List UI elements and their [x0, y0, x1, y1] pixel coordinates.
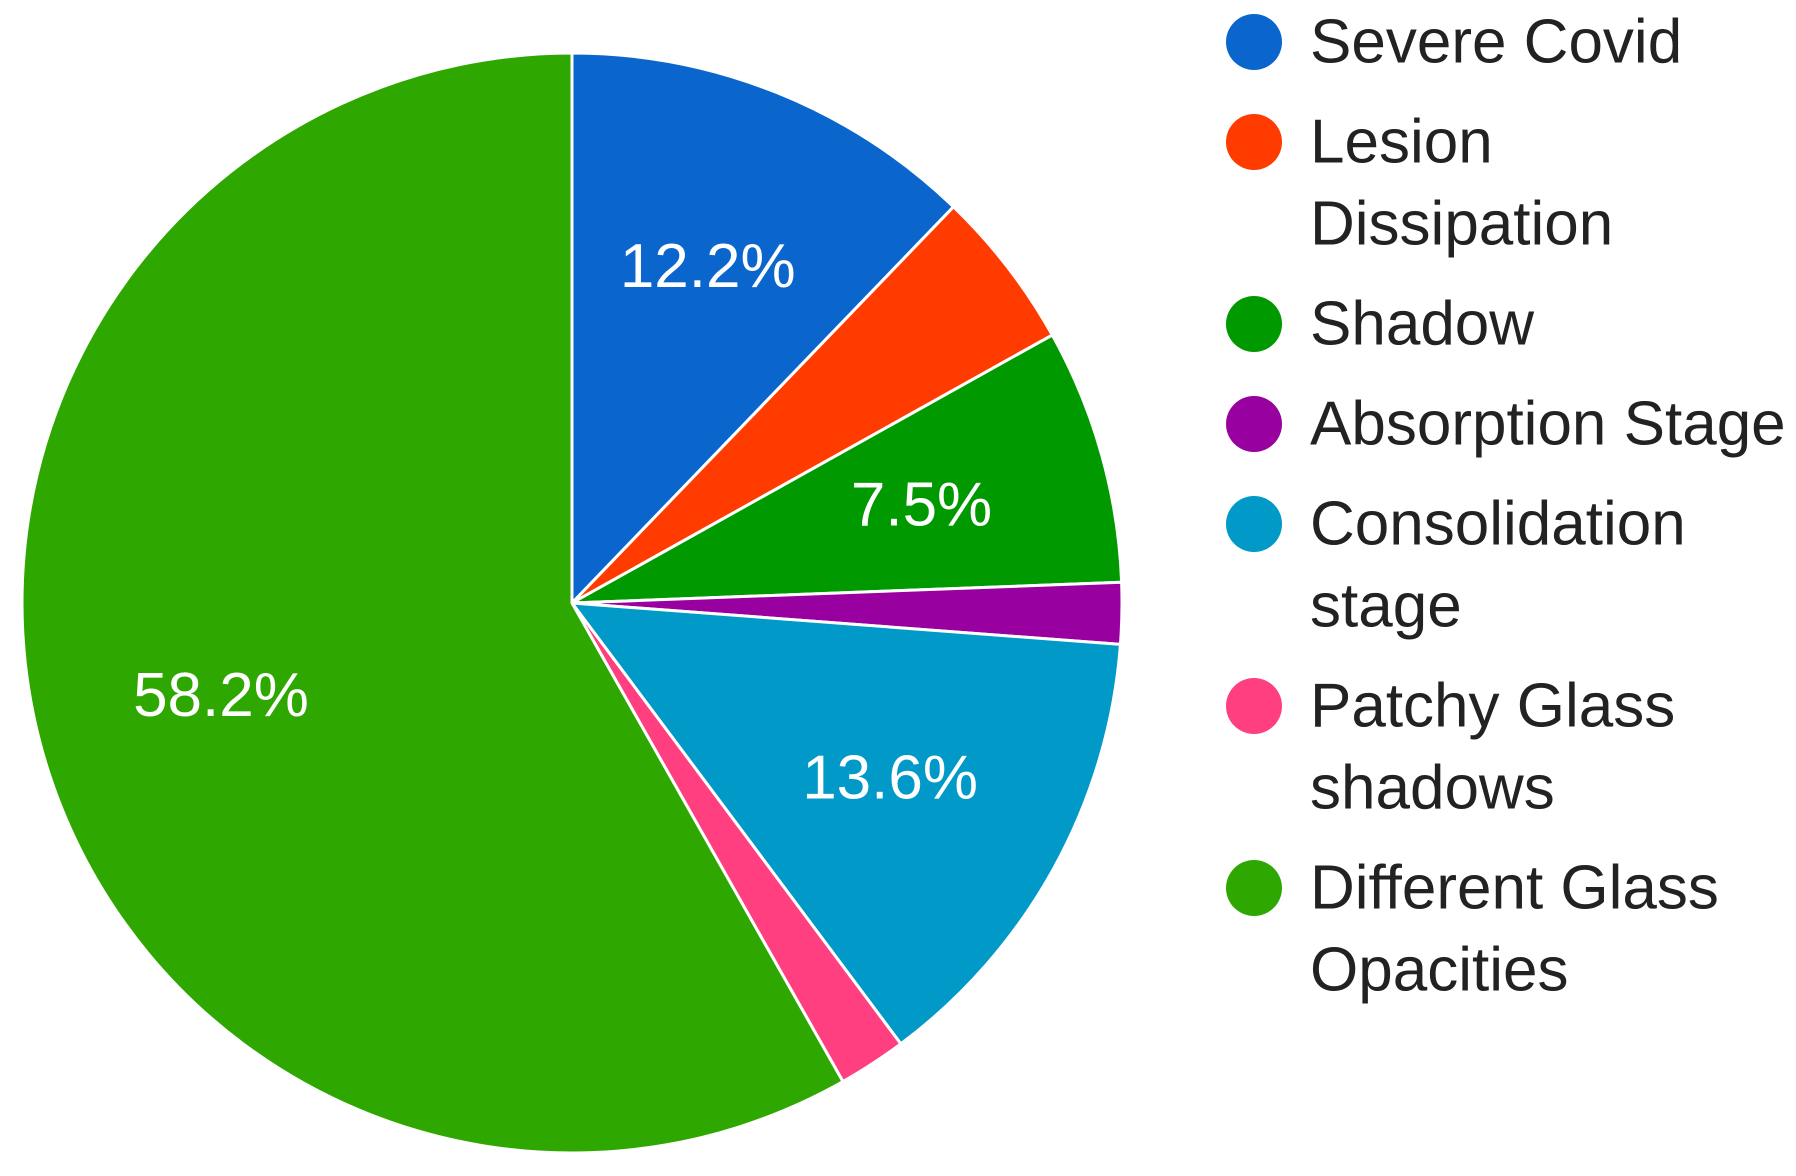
legend-marker-severe-covid [1226, 14, 1282, 70]
pie-slice-consolidation-stage [570, 601, 1122, 1046]
pie-slices [20, 51, 1124, 1155]
legend-label-patchy-glass-shadows-line-2: shadows [1310, 754, 1555, 823]
legend-marker-lesion-dissipation [1226, 114, 1282, 170]
pie-slice-labels: 12.2% 7.5% 13.6% 58.2% [133, 232, 992, 813]
legend-marker-consolidation-stage [1226, 496, 1282, 552]
legend-label-consolidation-stage-line-1: Consolidation [1310, 490, 1686, 559]
slice-label-shadow: 7.5% [851, 471, 992, 540]
legend-marker-absorption-stage [1226, 396, 1282, 452]
legend-label-lesion-dissipation-line-2: Dissipation [1310, 190, 1613, 259]
legend-marker-shadow [1226, 296, 1282, 352]
slice-label-different-glass-opacities: 58.2% [133, 661, 309, 730]
pie-slice-shadow [570, 333, 1124, 605]
legend-label-consolidation-stage-line-2: stage [1310, 572, 1462, 641]
legend-label-different-glass-opacities-line-2: Opacities [1310, 936, 1568, 1005]
slice-label-severe-covid: 12.2% [620, 232, 796, 301]
legend: Severe Covid Lesion Dissipation Shadow Absor… [1226, 8, 1786, 1005]
legend-marker-patchy-glass-shadows [1226, 678, 1282, 734]
legend-label-absorption-stage: Absorption Stage [1310, 390, 1786, 459]
pie-slice-lesion-dissipation [570, 205, 1054, 605]
pie-slice-different-glass-opacities [20, 51, 845, 1155]
legend-marker-different-glass-opacities [1226, 860, 1282, 916]
legend-label-severe-covid: Severe Covid [1310, 8, 1682, 77]
pie-slice-severe-covid [570, 51, 956, 605]
slice-label-consolidation-stage: 13.6% [802, 743, 978, 812]
legend-label-different-glass-opacities-line-1: Different Glass [1310, 854, 1719, 923]
legend-label-shadow: Shadow [1310, 290, 1534, 359]
legend-label-lesion-dissipation-line-1: Lesion [1310, 108, 1493, 177]
legend-label-patchy-glass-shadows-line-1: Patchy Glass [1310, 672, 1675, 741]
